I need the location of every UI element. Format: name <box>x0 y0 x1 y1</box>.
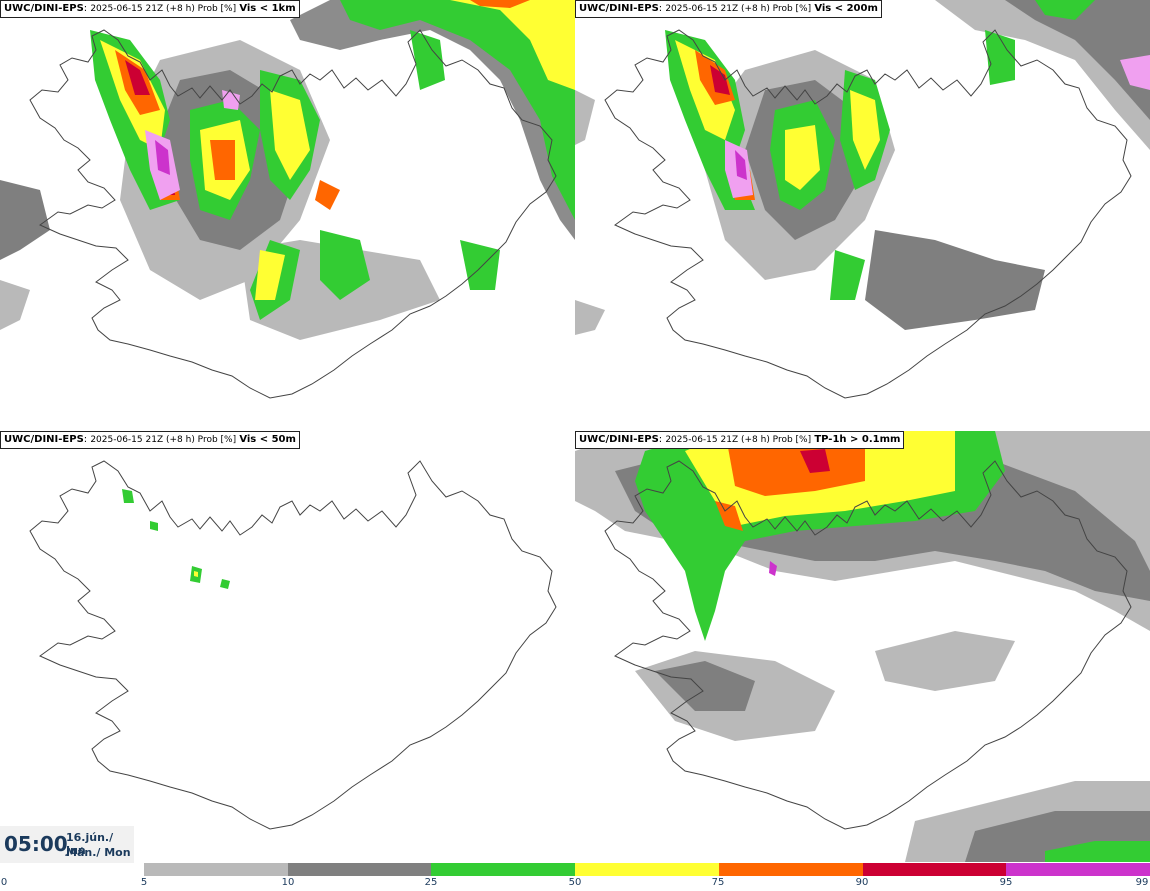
colorbar-tick: 95 <box>999 877 1013 888</box>
valid-day: Mán./ Mon <box>66 846 131 859</box>
map-panel-vis-200m: UWC/DINI-EPS: 2025-06-15 21Z (+8 h) Prob… <box>575 0 1150 431</box>
colorbar-tick: 5 <box>140 877 148 888</box>
map-vis-200m <box>575 0 1150 431</box>
colorbar-tick: 99 <box>1135 877 1149 888</box>
colorbar-segment <box>718 863 863 876</box>
colorbar-segment <box>575 863 719 876</box>
colorbar-segment <box>287 863 432 876</box>
panel-title: UWC/DINI-EPS: 2025-06-15 21Z (+8 h) Prob… <box>575 431 905 449</box>
colorbar-segment <box>862 863 1007 876</box>
panel-title: UWC/DINI-EPS: 2025-06-15 21Z (+8 h) Prob… <box>0 0 300 18</box>
valid-time: 05:00 <box>4 832 68 856</box>
map-panel-vis-1km: UWC/DINI-EPS: 2025-06-15 21Z (+8 h) Prob… <box>0 0 575 431</box>
model-name: UWC/DINI-EPS <box>579 3 659 14</box>
colorbar-tick: 50 <box>568 877 582 888</box>
model-name: UWC/DINI-EPS <box>579 434 659 445</box>
colorbar-segment <box>1006 863 1150 876</box>
map-vis-50m <box>0 431 575 862</box>
colorbar-tick: 90 <box>855 877 869 888</box>
colorbar-tick: 25 <box>424 877 438 888</box>
run-info: 2025-06-15 21Z (+8 h) Prob [%] <box>665 435 812 445</box>
map-panel-vis-50m: UWC/DINI-EPS: 2025-06-15 21Z (+8 h) Prob… <box>0 431 575 862</box>
colorbar-segment <box>144 863 288 876</box>
probability-colorbar <box>144 863 1150 876</box>
field-name: TP-1h > 0.1mm <box>814 434 901 445</box>
run-info: 2025-06-15 21Z (+8 h) Prob [%] <box>90 4 237 14</box>
map-vis-1km <box>0 0 575 431</box>
colorbar-tick: 10 <box>281 877 295 888</box>
valid-date: 16.jún./ Jun <box>66 831 114 857</box>
colorbar-segment <box>431 863 576 876</box>
colorbar-tick: 0 <box>0 877 8 888</box>
model-name: UWC/DINI-EPS <box>4 3 84 14</box>
colorbar-tick: 75 <box>711 877 725 888</box>
panel-title: UWC/DINI-EPS: 2025-06-15 21Z (+8 h) Prob… <box>575 0 882 18</box>
run-info: 2025-06-15 21Z (+8 h) Prob [%] <box>90 435 237 445</box>
model-name: UWC/DINI-EPS <box>4 434 84 445</box>
map-panel-tp-1h: UWC/DINI-EPS: 2025-06-15 21Z (+8 h) Prob… <box>575 431 1150 862</box>
field-name: Vis < 50m <box>239 434 296 445</box>
field-name: Vis < 200m <box>814 3 878 14</box>
valid-time-box: 05:00 16.jún./ Jun Mán./ Mon <box>0 826 134 863</box>
field-name: Vis < 1km <box>239 3 296 14</box>
run-info: 2025-06-15 21Z (+8 h) Prob [%] <box>665 4 812 14</box>
colorbar-ticks: 0 5 10 25 50 75 90 95 99 <box>0 876 1150 891</box>
map-tp-1h <box>575 431 1150 862</box>
panel-title: UWC/DINI-EPS: 2025-06-15 21Z (+8 h) Prob… <box>0 431 300 449</box>
